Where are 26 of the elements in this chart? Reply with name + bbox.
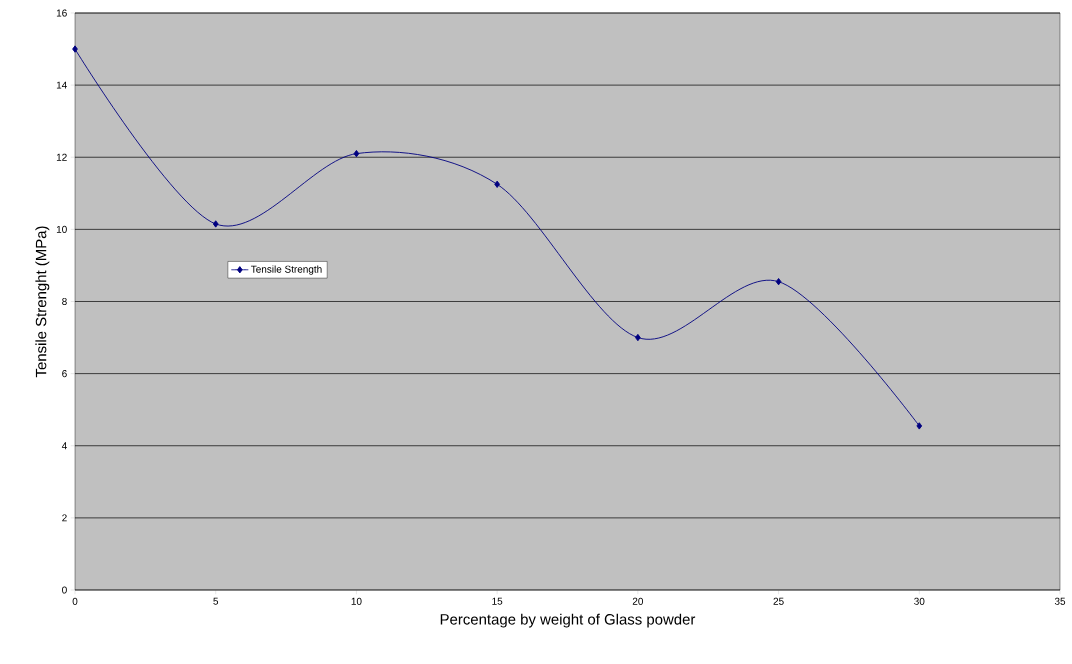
point bbox=[353, 150, 360, 158]
point bbox=[72, 45, 78, 53]
x-tick-label: 35 bbox=[1054, 597, 1066, 605]
x-tick-label: 25 bbox=[773, 597, 784, 605]
x-tick-label: 5 bbox=[213, 597, 219, 605]
x-tick-label: 10 bbox=[351, 597, 362, 605]
y-axis-title: Tensile Strenght (MPa) bbox=[35, 226, 50, 378]
x-tick-label: 15 bbox=[492, 597, 503, 605]
y-tick-label: 6 bbox=[62, 370, 67, 378]
y-tick-label: 8 bbox=[62, 297, 67, 306]
point bbox=[916, 422, 923, 430]
point bbox=[494, 180, 500, 188]
y-tick-label: 14 bbox=[56, 81, 67, 89]
x-axis-title: Percentage by weight of Glass powder bbox=[440, 613, 696, 628]
y-tick-label: 12 bbox=[56, 153, 67, 161]
y-tick-label: 0 bbox=[62, 586, 67, 594]
x-tick-label: 0 bbox=[72, 597, 78, 605]
point bbox=[775, 278, 782, 286]
y-tick-label: 16 bbox=[56, 9, 67, 17]
y-tick-label: 4 bbox=[61, 442, 67, 450]
x-tick-label: 20 bbox=[632, 597, 644, 605]
y-tick-label: 2 bbox=[62, 514, 67, 522]
point bbox=[212, 220, 219, 228]
legend-label: Tensile Strength bbox=[250, 265, 322, 275]
y-tick-label: 10 bbox=[56, 225, 67, 233]
x-tick-label: 30 bbox=[914, 597, 925, 605]
